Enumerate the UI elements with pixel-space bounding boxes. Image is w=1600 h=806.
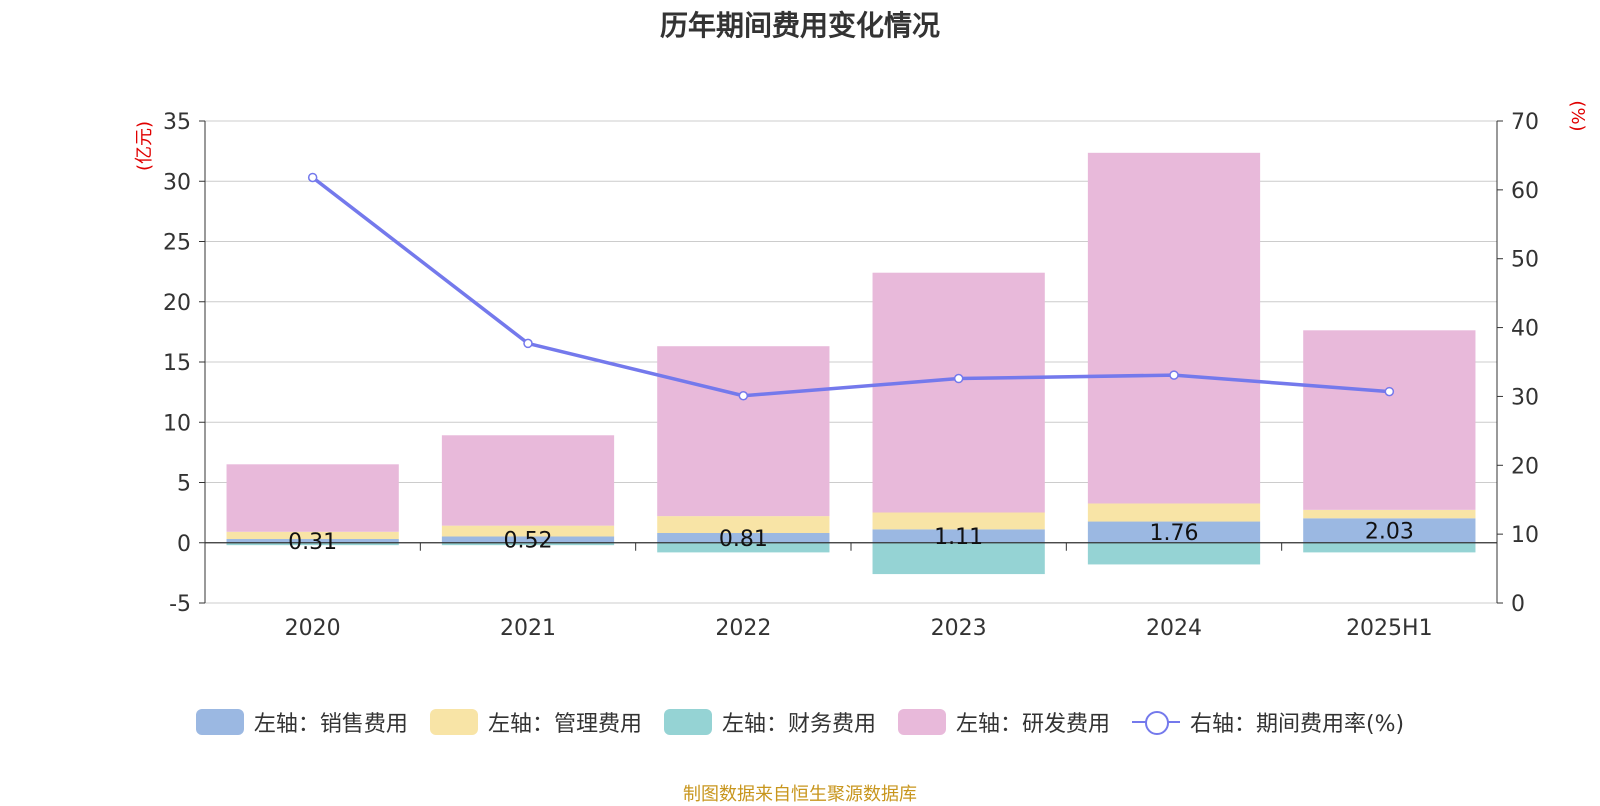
- rate-line: [311, 176, 1390, 398]
- x-axis-tick-label: 2024: [1146, 616, 1202, 641]
- bar-segment: [657, 516, 830, 533]
- right-axis-tick-label: 50: [1511, 248, 1539, 273]
- x-axis-tick-label: 2022: [715, 616, 771, 641]
- left-axis-tick-label: 0: [177, 532, 191, 557]
- x-axis-tick-label: 2021: [500, 616, 556, 641]
- left-axis-tick-label: 20: [163, 291, 191, 316]
- bar-segment: [657, 532, 830, 543]
- right-axis-tick-label: 10: [1511, 523, 1539, 548]
- bar-segment: [226, 464, 399, 532]
- legend: 左轴：销售费用 左轴：管理费用 左轴：财务费用 左轴：研发费用 右轴：期间费用率(%): [0, 706, 1600, 738]
- legend-swatch: [663, 709, 712, 735]
- x-axis-tick-label: 2020: [285, 616, 341, 641]
- bar-data-label: 1.76: [1150, 521, 1199, 546]
- right-axis-tick-label: 20: [1511, 454, 1539, 479]
- bar-data-label: 2.03: [1365, 520, 1414, 545]
- bar-segment: [441, 542, 615, 546]
- legend-line-marker: [1131, 709, 1180, 735]
- bar-segment: [1087, 152, 1261, 504]
- x-axis-tick-label: 2025H1: [1346, 616, 1433, 641]
- legend-swatch: [195, 709, 244, 735]
- rate-point: [307, 172, 318, 183]
- bar-segment: [441, 435, 615, 526]
- bar-segment: [1303, 330, 1476, 510]
- bar-segment: [872, 542, 1045, 575]
- legend-item[interactable]: 左轴：销售费用: [195, 706, 408, 738]
- bar-segment: [1087, 542, 1261, 565]
- left-axis-unit: (亿元): [134, 121, 155, 171]
- legend-swatch: [429, 709, 478, 735]
- bar-segment: [657, 346, 830, 517]
- chart-canvas: -5 0 5 10 15 20 25 30 35 0 10 20 30 40 50 60 70 (亿元) (%) 20…: [134, 100, 1588, 641]
- legend-label: 左轴：管理费用: [487, 712, 642, 737]
- rate-point: [523, 338, 533, 349]
- legend-swatch: [897, 709, 946, 735]
- legend-item[interactable]: 左轴：研发费用: [897, 706, 1110, 738]
- left-axis-tick-label: 30: [163, 170, 191, 195]
- right-axis-unit: (%): [1567, 100, 1588, 131]
- bar-data-label: 0.31: [288, 530, 337, 555]
- left-axis-tick-label: 25: [163, 231, 191, 256]
- rate-point: [738, 390, 749, 401]
- left-axis-tick-label: 35: [163, 110, 191, 135]
- rate-point: [1169, 370, 1179, 380]
- rate-point: [1384, 386, 1395, 397]
- bar-segment: [872, 529, 1045, 543]
- legend-label: 左轴：财务费用: [721, 712, 876, 737]
- rate-point: [953, 373, 964, 384]
- bar-segment: [441, 525, 615, 537]
- bar-segment: [657, 542, 830, 553]
- legend-item[interactable]: 左轴：管理费用: [429, 706, 642, 738]
- bar-segment: [226, 539, 399, 543]
- bar-data-label: 1.11: [934, 525, 983, 550]
- bar-segment: [872, 512, 1045, 530]
- right-axis-tick-label: 0: [1511, 592, 1525, 617]
- right-axis-tick-label: 30: [1511, 385, 1539, 410]
- bar-data-label: 0.52: [504, 529, 553, 554]
- bar-segment: [226, 531, 399, 540]
- right-axis-tick-label: 70: [1511, 110, 1539, 135]
- left-axis-tick-label: 15: [163, 351, 191, 376]
- bar-segment: [1303, 509, 1476, 519]
- right-axis-tick-label: 40: [1511, 317, 1539, 342]
- legend-label: 左轴：销售费用: [253, 712, 408, 737]
- chart-title: 历年期间费用变化情况: [659, 9, 940, 42]
- source-note: 制图数据来自恒生聚源数据库: [683, 784, 917, 805]
- left-axis-tick-label: -5: [169, 592, 191, 617]
- legend-label: 左轴：研发费用: [955, 712, 1110, 737]
- bar-data-label: 0.81: [719, 527, 768, 552]
- bar-segment: [872, 272, 1045, 513]
- bar-segment: [1303, 542, 1476, 553]
- left-axis-tick-label: 5: [177, 472, 191, 497]
- legend-item[interactable]: 左轴：财务费用: [663, 706, 876, 738]
- legend-label: 右轴：期间费用率(%): [1189, 712, 1405, 737]
- x-axis-tick-label: 2023: [931, 616, 987, 641]
- bar-segment: [1303, 518, 1476, 543]
- right-axis-tick-label: 60: [1511, 179, 1539, 204]
- legend-item[interactable]: 右轴：期间费用率(%): [1131, 706, 1405, 738]
- bar-segment: [226, 542, 399, 546]
- bar-segment: [1087, 521, 1261, 543]
- bar-segment: [441, 536, 615, 543]
- left-axis-tick-label: 10: [163, 411, 191, 436]
- bar-segment: [1087, 503, 1261, 522]
